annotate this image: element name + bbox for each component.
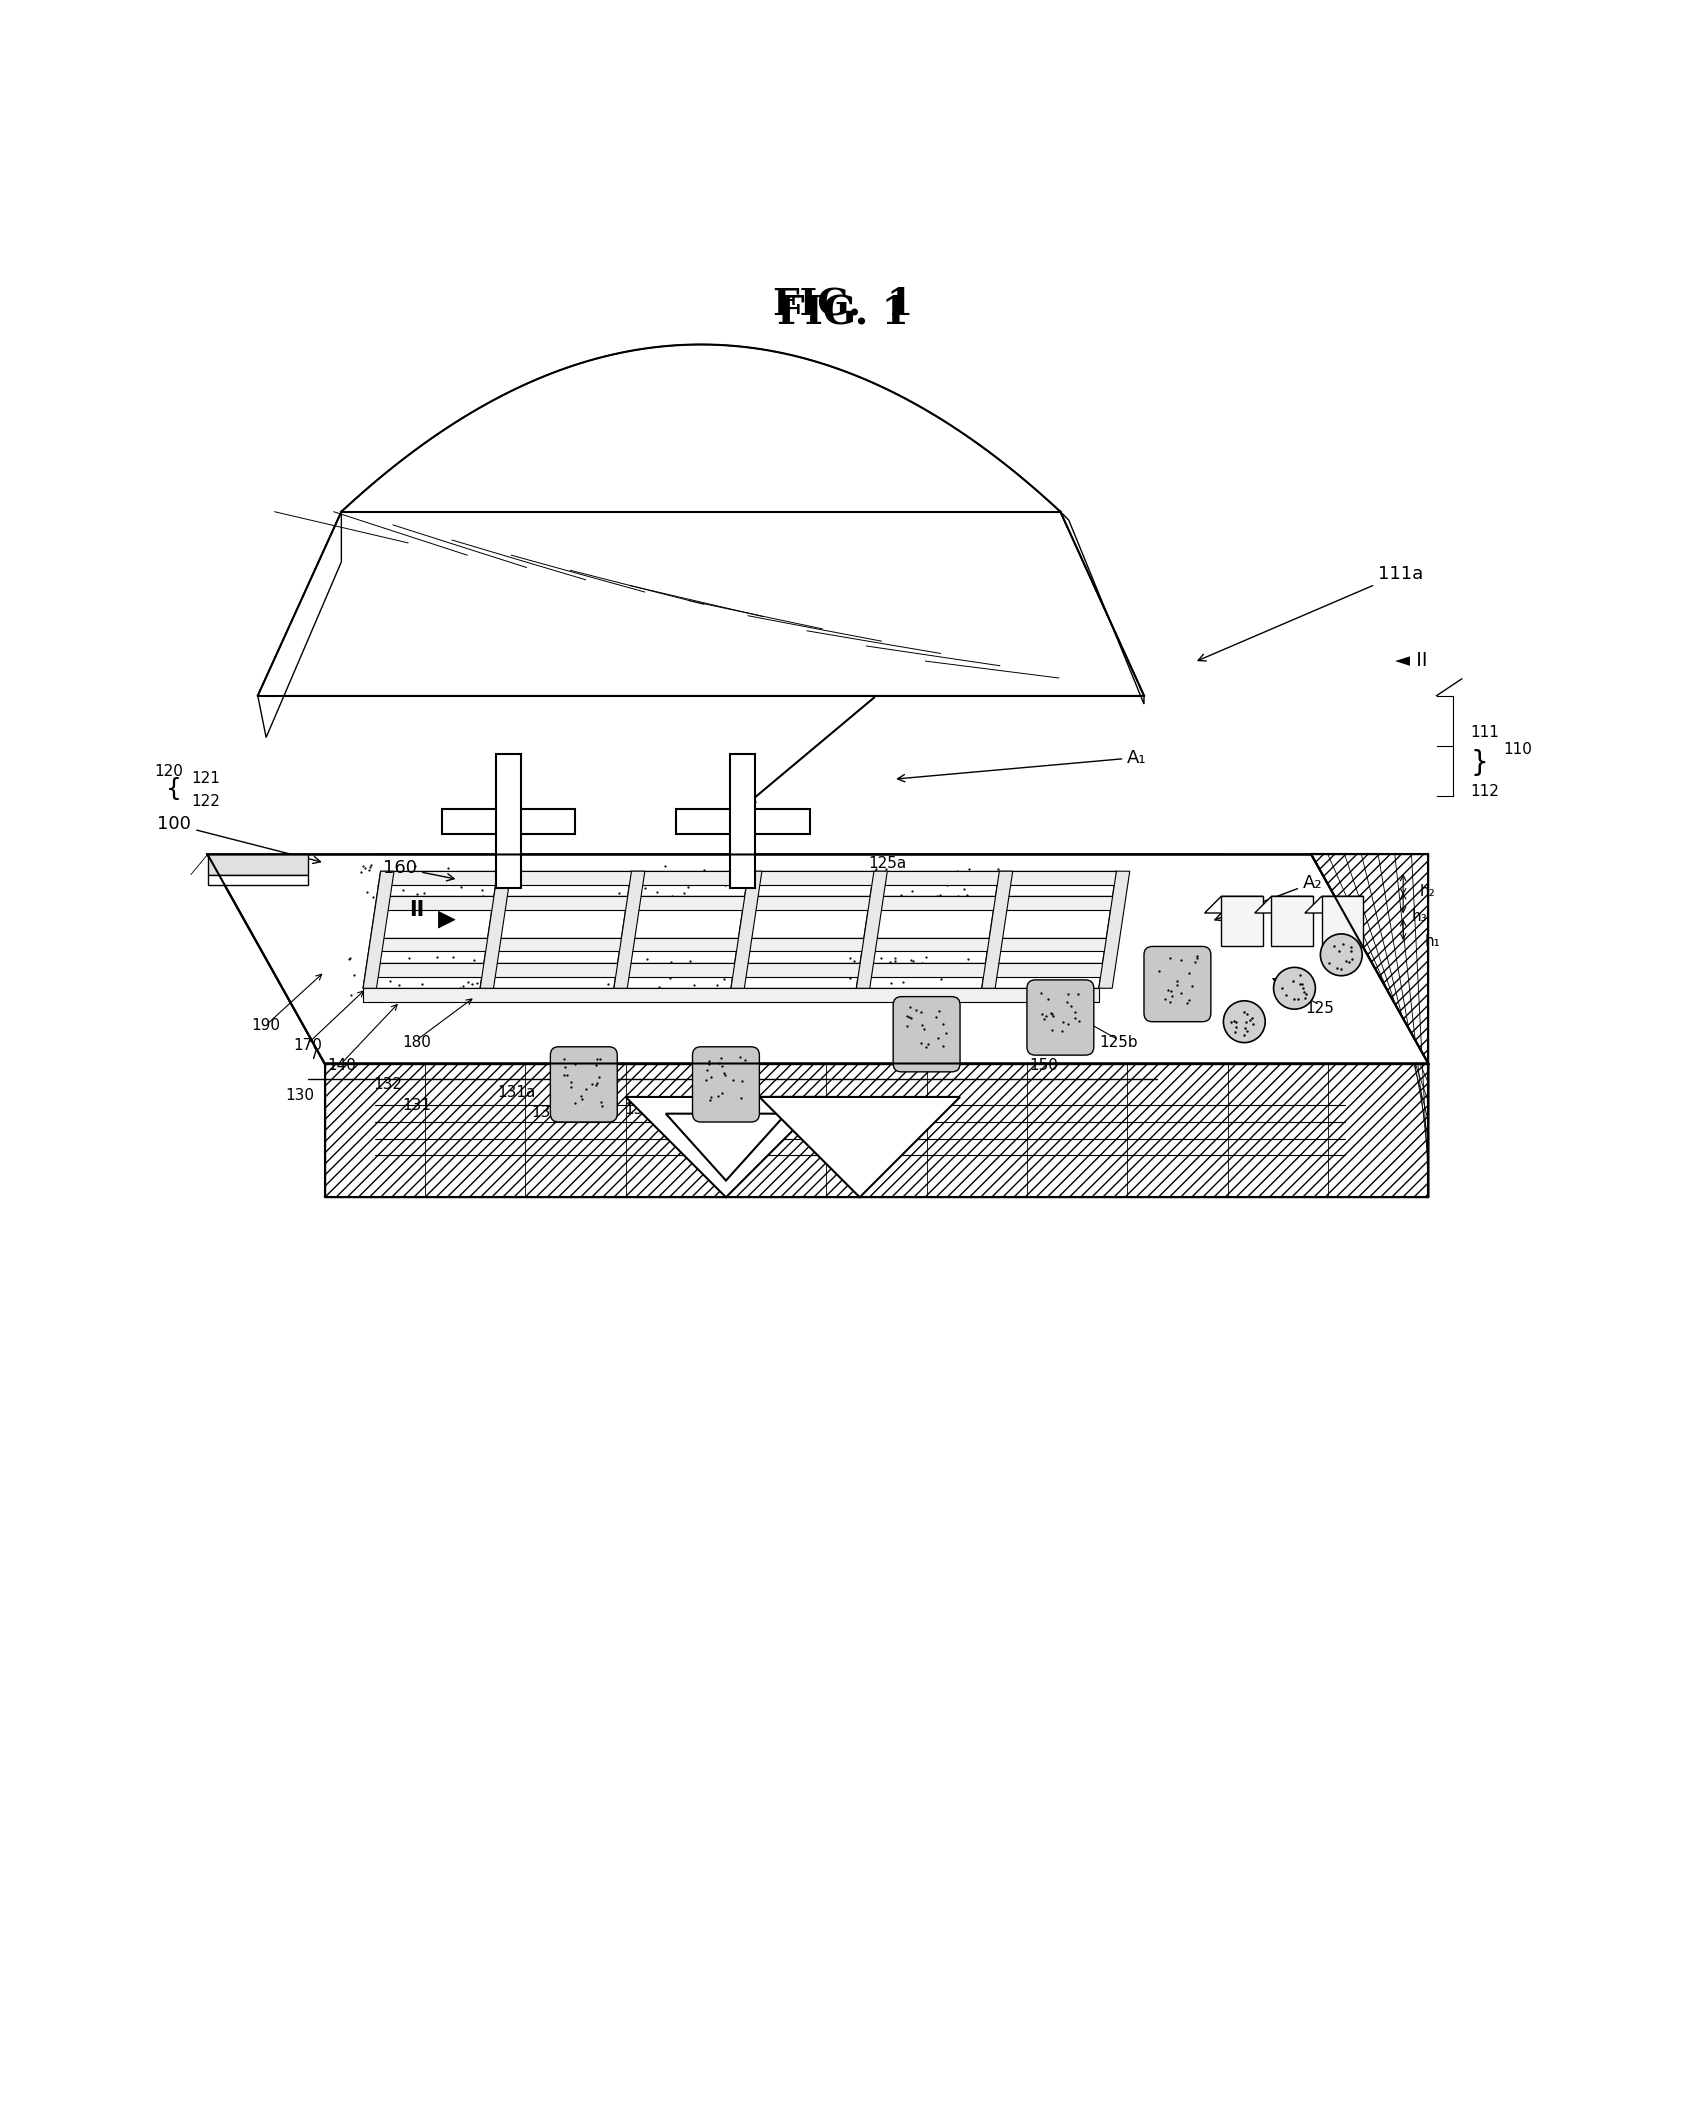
Polygon shape	[258, 513, 1145, 696]
Polygon shape	[1099, 872, 1130, 989]
Polygon shape	[732, 872, 762, 989]
Text: 138: 138	[624, 1102, 654, 1117]
Polygon shape	[362, 872, 395, 989]
Text: 131b: 131b	[531, 1106, 570, 1121]
Text: 136: 136	[686, 1121, 715, 1136]
Text: 180: 180	[403, 1034, 432, 1051]
Polygon shape	[381, 872, 1116, 885]
Polygon shape	[442, 808, 575, 834]
Text: FIG.  1: FIG. 1	[772, 285, 914, 323]
Polygon shape	[614, 872, 644, 989]
Text: A₂: A₂	[1216, 874, 1322, 921]
Text: 150: 150	[1028, 1059, 1059, 1074]
Ellipse shape	[1320, 934, 1362, 976]
Polygon shape	[207, 874, 309, 885]
Text: 140: 140	[327, 1059, 356, 1074]
Polygon shape	[378, 895, 1113, 910]
Text: 132: 132	[374, 1076, 403, 1091]
Polygon shape	[371, 938, 1106, 951]
Polygon shape	[666, 1115, 786, 1180]
FancyBboxPatch shape	[693, 1046, 759, 1123]
FancyBboxPatch shape	[894, 998, 959, 1072]
Polygon shape	[1060, 513, 1145, 704]
Polygon shape	[1221, 895, 1263, 947]
Text: 111: 111	[1470, 725, 1499, 740]
Polygon shape	[1271, 895, 1313, 947]
Polygon shape	[496, 755, 521, 887]
Text: 122: 122	[191, 793, 219, 808]
Text: ◄ II: ◄ II	[1394, 651, 1428, 670]
Polygon shape	[730, 755, 755, 887]
Polygon shape	[438, 910, 455, 927]
Text: 111a: 111a	[1199, 564, 1423, 661]
Text: 120: 120	[153, 764, 184, 778]
Ellipse shape	[1273, 968, 1315, 1008]
Text: 125a: 125a	[868, 855, 907, 870]
Text: 131: 131	[403, 1098, 432, 1112]
Text: }: }	[1470, 749, 1487, 776]
Text: FIG. 1: FIG. 1	[777, 294, 909, 332]
Text: 112: 112	[1470, 785, 1499, 800]
Text: II: II	[410, 900, 425, 921]
Text: h₂: h₂	[1420, 885, 1435, 900]
Polygon shape	[325, 1064, 1428, 1198]
Text: 125: 125	[1305, 1002, 1334, 1017]
Text: 125b: 125b	[1099, 1034, 1138, 1051]
Polygon shape	[1204, 895, 1263, 912]
Text: 130: 130	[285, 1089, 314, 1104]
Text: 131a: 131a	[497, 1085, 536, 1100]
Text: 121: 121	[191, 770, 219, 785]
Text: 100: 100	[157, 815, 320, 864]
Polygon shape	[258, 513, 341, 738]
Polygon shape	[626, 1098, 826, 1198]
Polygon shape	[1322, 895, 1364, 947]
FancyBboxPatch shape	[1145, 947, 1211, 1021]
FancyBboxPatch shape	[1027, 981, 1094, 1055]
Polygon shape	[481, 872, 511, 989]
Polygon shape	[207, 855, 1428, 1064]
Text: 190: 190	[251, 1019, 280, 1034]
Text: h₃: h₃	[1411, 910, 1426, 925]
Polygon shape	[856, 872, 887, 989]
FancyBboxPatch shape	[550, 1046, 617, 1123]
Polygon shape	[368, 964, 1103, 976]
Polygon shape	[759, 1098, 959, 1198]
Text: 170: 170	[293, 1038, 322, 1053]
Text: {: {	[167, 776, 182, 802]
Ellipse shape	[1224, 1002, 1264, 1042]
Polygon shape	[1254, 895, 1313, 912]
Text: 160: 160	[383, 859, 454, 881]
Text: h₁: h₁	[1425, 934, 1440, 949]
Polygon shape	[207, 855, 309, 874]
Polygon shape	[207, 855, 1428, 1064]
Text: A₁: A₁	[897, 749, 1146, 783]
Polygon shape	[1305, 895, 1364, 912]
Polygon shape	[676, 808, 809, 834]
Text: 110: 110	[1504, 742, 1533, 757]
Polygon shape	[981, 872, 1013, 989]
Polygon shape	[362, 989, 1099, 1002]
Polygon shape	[1312, 855, 1428, 1198]
